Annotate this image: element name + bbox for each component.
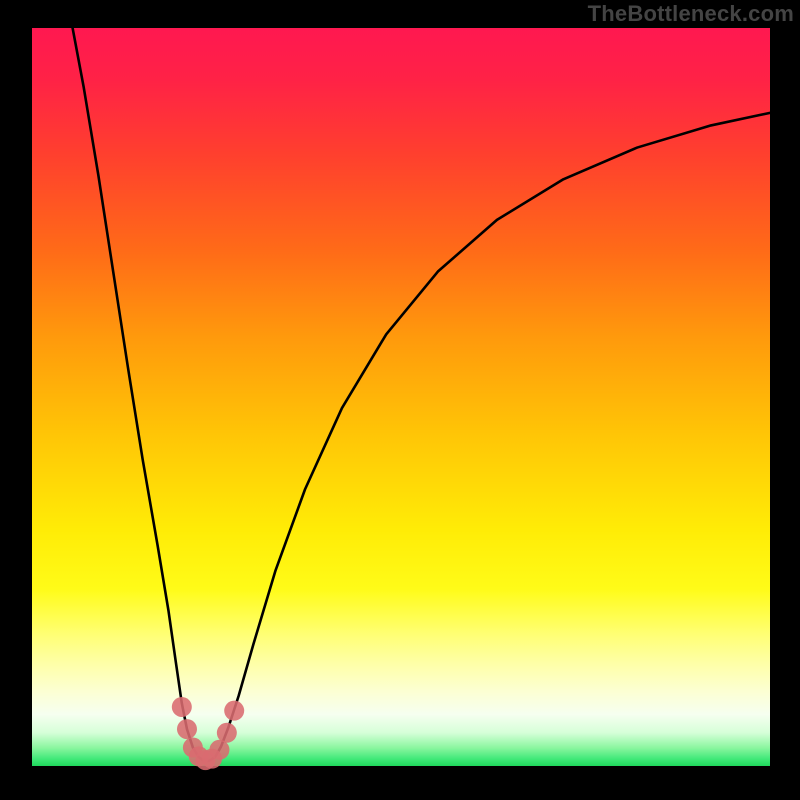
chart-frame: TheBottleneck.com	[0, 0, 800, 800]
bottleneck-curve-chart	[0, 0, 800, 800]
plot-background	[32, 28, 770, 766]
highlight-marker	[217, 723, 237, 743]
highlight-marker	[177, 719, 197, 739]
watermark-text: TheBottleneck.com	[588, 0, 794, 28]
highlight-marker	[224, 701, 244, 721]
highlight-marker	[172, 697, 192, 717]
